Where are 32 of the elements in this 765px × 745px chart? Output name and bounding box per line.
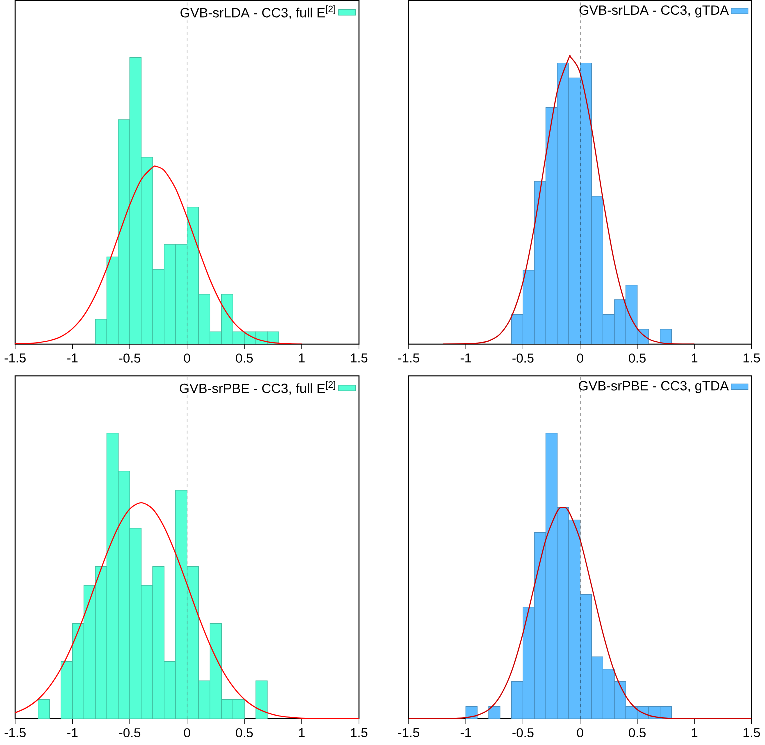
x-tick-label: 0 <box>577 728 584 738</box>
x-tick-label: -1 <box>68 354 78 363</box>
x-tick-label: -1 <box>460 728 472 738</box>
legend-label: GVB-srPBE - CC3, gTDA <box>579 381 730 394</box>
x-tick-label: 1.5 <box>744 728 760 738</box>
x-tick-label: -1.5 <box>4 354 26 363</box>
x-tick-label: -1.5 <box>398 728 420 738</box>
x-tick-label: 0.5 <box>236 354 254 363</box>
x-tick-label: 0 <box>184 354 190 363</box>
x-tick-label: -1 <box>68 728 78 738</box>
x-tick-label: 1.5 <box>744 354 760 363</box>
x-tick-label: 0.5 <box>629 728 646 738</box>
x-tick-label: 1 <box>692 728 698 738</box>
x-tick-label: 1.5 <box>351 354 368 363</box>
x-tick-label: -0.5 <box>512 728 534 738</box>
x-tick-label: -0.5 <box>119 354 141 363</box>
x-tick-label: 1 <box>692 354 698 363</box>
x-tick-label: -1.5 <box>398 354 420 363</box>
x-tick-label: 1 <box>299 728 305 738</box>
x-tick-label: 0.5 <box>236 728 254 738</box>
x-tick-label: 0 <box>184 728 190 738</box>
legend-label: GVB-srLDA - CC3, gTDA <box>580 6 730 18</box>
x-tick-label: 0.5 <box>629 354 646 363</box>
x-tick-label: -1 <box>460 354 472 363</box>
x-tick-label: -0.5 <box>119 728 141 738</box>
x-tick-label: -0.5 <box>512 354 534 363</box>
x-tick-label: -1.5 <box>4 728 26 738</box>
legend-label: GVB-srLDA - CC3, full E$^{[2]}$ <box>180 6 336 20</box>
x-tick-label: 1 <box>299 354 305 363</box>
x-tick-label: 1.5 <box>351 728 368 738</box>
x-tick-label: 0 <box>577 354 584 363</box>
legend-label: GVB-srPBE - CC3, full E$^{[2]}$ <box>180 381 336 396</box>
